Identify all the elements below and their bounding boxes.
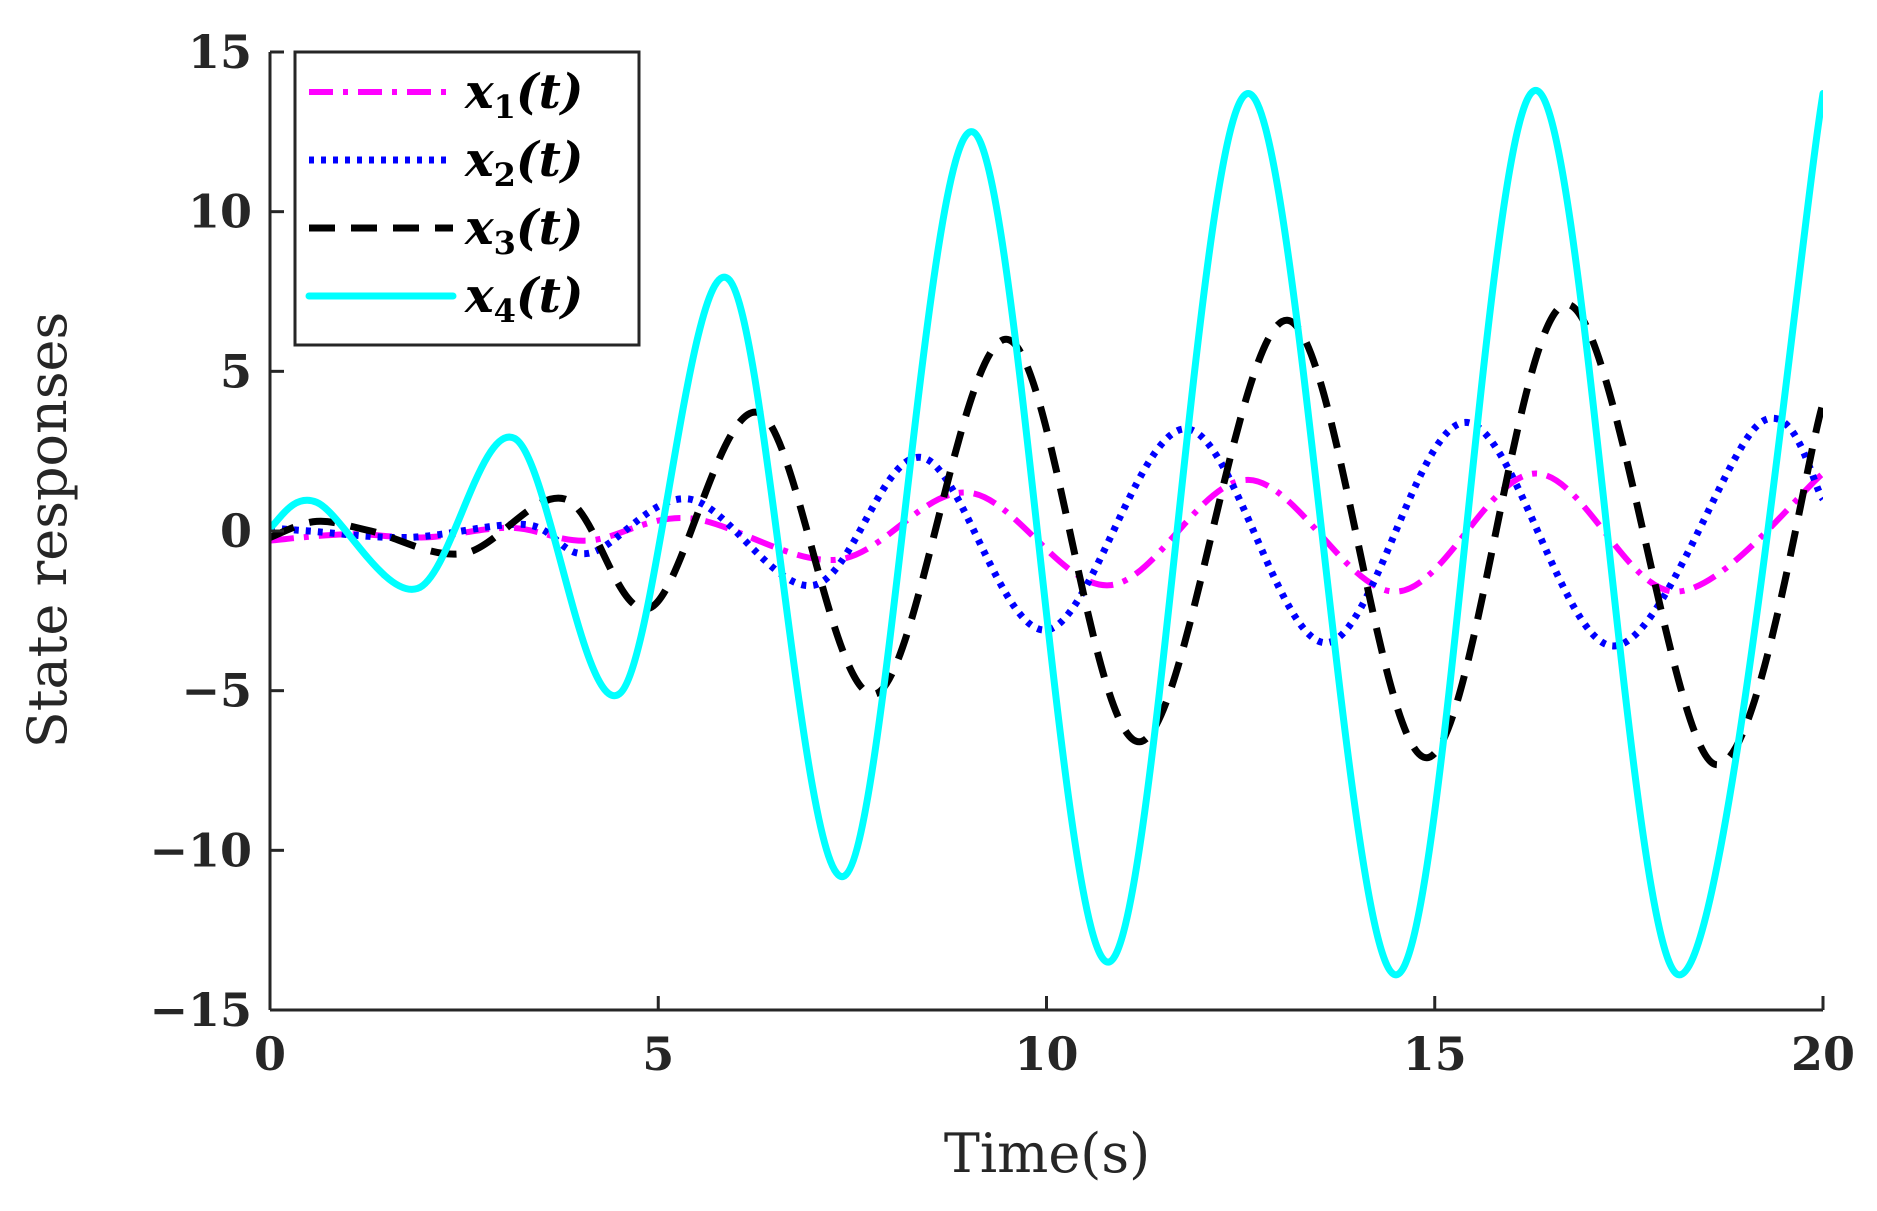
legend-label-tail: (t) (516, 200, 584, 256)
legend-label-main: x (464, 200, 495, 256)
x-tick-label: 5 (642, 1027, 674, 1081)
legend-label-x3: x3(t) (464, 200, 583, 262)
series-group (270, 86, 1823, 979)
legend-label-x2: x2(t) (464, 132, 583, 194)
y-tick-label: 5 (220, 344, 252, 398)
x-axis-label: Time(s) (944, 1122, 1150, 1185)
legend-label-subscript: 3 (494, 224, 516, 262)
legend-label-main: x (464, 64, 495, 120)
legend-label-subscript: 4 (494, 292, 516, 330)
legend-label-tail: (t) (516, 64, 584, 120)
y-tick-label: 15 (188, 25, 252, 79)
y-tick-label: 10 (188, 185, 252, 239)
series-line-x4 (270, 86, 1823, 979)
y-tick-label: 0 (220, 504, 252, 558)
x-tick-label: 15 (1403, 1027, 1467, 1081)
x-tick-label: 20 (1791, 1027, 1855, 1081)
legend-label-tail: (t) (516, 268, 584, 324)
y-axis-label: State responses (16, 312, 79, 748)
x-tick-label: 0 (254, 1027, 286, 1081)
series-line-x3 (270, 300, 1823, 768)
y-tick-label: −10 (149, 823, 252, 877)
legend-label-main: x (464, 268, 495, 324)
legend-label-x4: x4(t) (464, 268, 583, 330)
legend-label-subscript: 2 (494, 156, 516, 194)
x-tick-label: 10 (1014, 1027, 1078, 1081)
y-tick-label: −15 (149, 983, 252, 1037)
legend-label-subscript: 1 (494, 88, 516, 126)
series-line-x2 (270, 414, 1823, 650)
y-tick-label: −5 (181, 664, 252, 718)
legend-label-x1: x1(t) (464, 64, 583, 126)
legend-label-main: x (464, 132, 495, 188)
legend-label-tail: (t) (516, 132, 584, 188)
